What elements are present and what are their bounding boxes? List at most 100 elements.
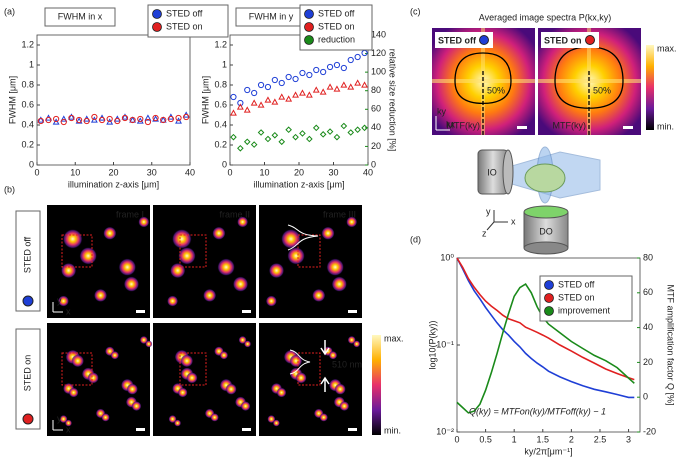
point <box>354 126 361 134</box>
emitter <box>272 419 280 427</box>
emitter <box>68 387 79 398</box>
x-tick-label: 10 <box>70 167 80 177</box>
emitter <box>225 383 237 395</box>
legend-label: STED on <box>166 21 203 31</box>
emitter <box>219 351 229 360</box>
y2-axis-label: MTF amplification factor Q [%] <box>666 284 676 405</box>
colorbar-label: min. <box>384 425 401 435</box>
emitter <box>71 354 85 368</box>
point <box>299 69 306 77</box>
y-tick-label: 10⁰ <box>440 252 454 262</box>
point <box>292 91 299 98</box>
scale-bar <box>348 428 357 431</box>
emitter <box>178 247 196 265</box>
point <box>106 115 113 123</box>
emitter <box>339 401 350 411</box>
point <box>340 64 347 72</box>
point <box>299 130 306 137</box>
emitter <box>87 372 99 384</box>
y2-tick-label: 100 <box>371 67 386 77</box>
point <box>68 114 75 122</box>
point <box>37 117 44 125</box>
y-tick-label: 0.4 <box>21 119 34 129</box>
point <box>137 115 144 123</box>
emitter <box>295 372 307 384</box>
emitter <box>276 387 287 398</box>
panel-title: Averaged image spectra P(kx,ky) <box>479 12 611 22</box>
point <box>175 114 182 122</box>
emitter <box>131 401 142 411</box>
point <box>299 89 306 96</box>
point <box>326 128 334 135</box>
image-marker <box>585 35 595 45</box>
y-tick-label: 10⁻² <box>436 426 454 436</box>
emitter <box>265 295 277 307</box>
axis-label: x <box>66 306 71 316</box>
panel-label: (c) <box>410 6 421 16</box>
axis-arrows <box>435 116 450 131</box>
emitter <box>93 288 108 302</box>
image-frame <box>259 323 362 436</box>
emitter <box>145 340 153 348</box>
legend-swatch <box>304 22 314 32</box>
y-tick-label: 0.6 <box>214 99 227 109</box>
image-marker <box>479 35 489 45</box>
x-tick-label: 1.5 <box>537 434 550 444</box>
line <box>456 257 635 381</box>
emitter <box>203 288 217 302</box>
objective-base <box>523 241 569 255</box>
point <box>243 138 251 146</box>
image-label: STED on <box>544 35 582 45</box>
line <box>456 257 635 399</box>
point <box>340 122 348 130</box>
point <box>167 115 174 123</box>
x-tick-label: 40 <box>363 167 373 177</box>
emitter <box>353 340 361 348</box>
point <box>257 81 265 89</box>
point <box>264 135 272 143</box>
axis-label: x <box>511 216 516 226</box>
formula: Q(ky) = MTFon(ky)/MTFoff(ky) − 1 <box>469 406 606 416</box>
emitter <box>240 401 251 411</box>
emitter <box>312 288 326 302</box>
sample <box>524 163 566 193</box>
y2-tick-label: 140 <box>371 29 386 39</box>
legend-swatch <box>544 306 554 316</box>
y2-tick-label: 0 <box>371 159 376 169</box>
colorbar-label: max. <box>384 333 404 343</box>
contour-label: 50% <box>593 85 611 95</box>
emitter <box>217 258 235 276</box>
legend-label: STED off <box>558 279 595 289</box>
emitter <box>170 262 186 279</box>
legend-label: STED off <box>166 8 203 18</box>
y2-tick-label: 120 <box>371 48 386 58</box>
point <box>347 56 354 64</box>
point <box>98 116 106 124</box>
x-tick-label: 0 <box>227 167 232 177</box>
emitter <box>118 258 137 276</box>
emitter <box>171 229 192 249</box>
point <box>250 141 258 148</box>
image-label-box <box>435 32 493 48</box>
roi-box <box>179 352 207 386</box>
scale-bar <box>136 310 145 313</box>
x-tick-label: 0 <box>454 434 459 444</box>
objective-face <box>523 205 569 219</box>
emitter <box>334 383 346 395</box>
contour-label: 50% <box>487 85 505 95</box>
frame-label: frame I <box>116 209 144 219</box>
axis-label: y <box>486 206 491 216</box>
point <box>278 93 286 100</box>
emitter <box>168 415 177 424</box>
x-axis-label: ky/2π[μm⁻¹] <box>524 446 572 456</box>
emitter <box>346 216 358 228</box>
legend-label: reduction <box>318 34 355 44</box>
point <box>264 83 272 91</box>
y2-tick-label: -20 <box>643 426 656 436</box>
point <box>305 91 313 98</box>
legend-label: STED on <box>558 292 595 302</box>
objective-face <box>502 149 514 195</box>
point <box>285 95 293 102</box>
stage-axes <box>486 210 508 231</box>
y-tick-label: 0 <box>222 159 227 169</box>
